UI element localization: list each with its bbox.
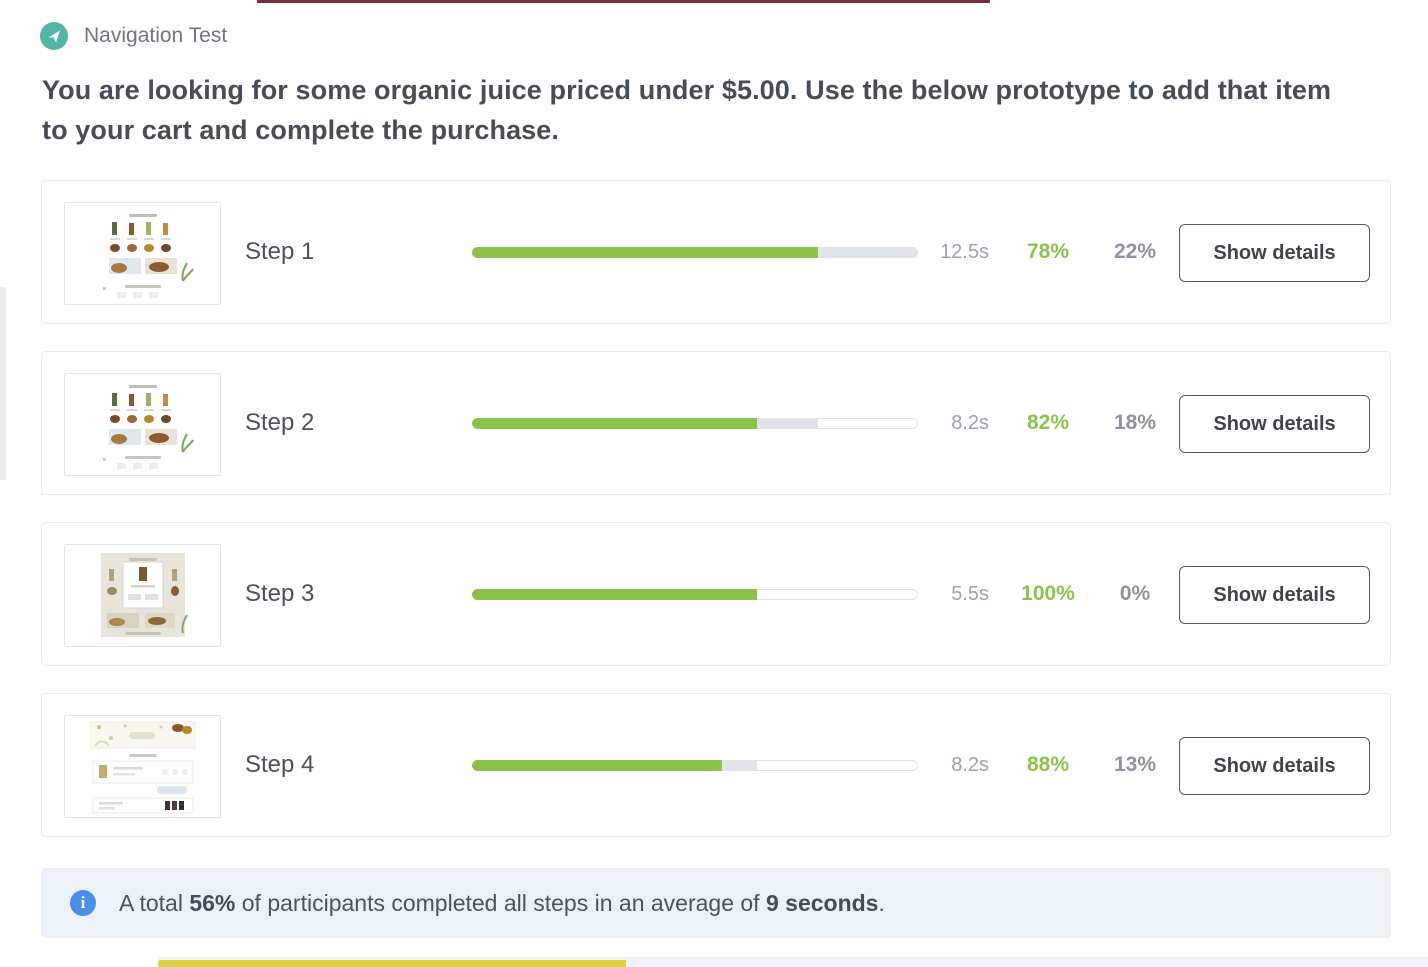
avg-time-value: 12.5s <box>940 240 989 263</box>
step-label: Step 2 <box>245 409 315 436</box>
failure-rate-value: 13% <box>1113 753 1157 776</box>
test-type-label: Navigation Test <box>84 24 228 47</box>
info-icon: i <box>70 890 96 916</box>
step-thumbnail <box>64 544 221 647</box>
summary-middle: of participants completed all steps in a… <box>235 889 766 916</box>
bar-secondary-segment <box>757 418 818 429</box>
summary-banner: i A total 56% of participants completed … <box>41 868 1391 938</box>
avg-time-value: 8.2s <box>951 411 989 434</box>
step-thumbnail <box>64 373 221 476</box>
progress-bar <box>472 247 918 258</box>
cropped-bottom-progress <box>158 960 626 967</box>
success-rate-value: 88% <box>1026 753 1070 776</box>
success-rate-value: 100% <box>1021 582 1075 605</box>
progress-bar <box>472 589 918 600</box>
test-header: Navigation Test <box>40 22 227 50</box>
summary-text: A total 56% of participants completed al… <box>119 890 885 917</box>
success-rate-value: 82% <box>1026 411 1070 434</box>
progress-bar <box>472 418 918 429</box>
show-details-button[interactable]: Show details <box>1179 566 1370 624</box>
cropped-bottom-element <box>158 957 1428 967</box>
bar-remainder-segment <box>757 760 918 771</box>
failure-rate-value: 18% <box>1113 411 1157 434</box>
step-row: Step 2 8.2s 82% 18% Show details <box>41 351 1391 495</box>
bar-secondary-segment <box>817 247 918 258</box>
summary-prefix: A total <box>119 889 190 916</box>
avg-time-value: 5.5s <box>951 582 989 605</box>
step-thumbnail <box>64 202 221 305</box>
step-label: Step 3 <box>245 580 315 607</box>
average-time: 9 seconds <box>765 889 879 916</box>
summary-suffix: . <box>878 889 885 916</box>
show-details-button[interactable]: Show details <box>1179 737 1370 795</box>
bar-success-segment <box>472 418 758 429</box>
step-label: Step 1 <box>245 238 315 265</box>
failure-rate-value: 0% <box>1119 582 1151 605</box>
failure-rate-value: 22% <box>1113 240 1157 263</box>
show-details-button[interactable]: Show details <box>1179 224 1370 282</box>
step-thumbnail <box>64 715 221 818</box>
cropped-top-element <box>257 0 990 3</box>
bar-secondary-segment <box>721 760 758 771</box>
bar-success-segment <box>472 760 722 771</box>
navigation-arrow-icon <box>40 22 68 50</box>
show-details-button[interactable]: Show details <box>1179 395 1370 453</box>
cropped-left-element <box>0 287 6 480</box>
bar-remainder-segment <box>817 418 918 429</box>
step-label: Step 4 <box>245 751 315 778</box>
bar-success-segment <box>472 589 758 600</box>
progress-bar <box>472 760 918 771</box>
success-rate-value: 78% <box>1026 240 1070 263</box>
step-row: Step 1 12.5s 78% 22% Show details <box>41 180 1391 324</box>
completion-rate: 56% <box>189 889 236 916</box>
task-description: You are looking for some organic juice p… <box>42 75 1332 145</box>
bar-remainder-segment <box>757 589 918 600</box>
step-row: Step 3 5.5s 100% 0% Show details <box>41 522 1391 666</box>
avg-time-value: 8.2s <box>951 753 989 776</box>
step-row: Step 4 8.2s 88% 13% Show details <box>41 693 1391 837</box>
bar-success-segment <box>472 247 818 258</box>
